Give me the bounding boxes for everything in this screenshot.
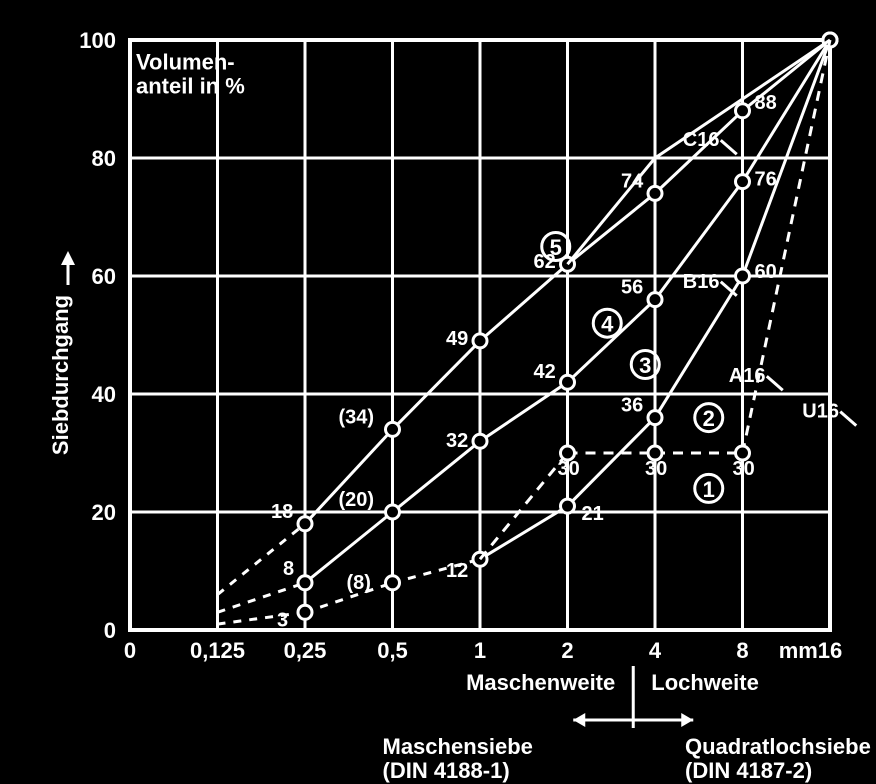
point-label: 76	[755, 169, 777, 191]
svg-text:1: 1	[703, 477, 715, 502]
point-label: 42	[534, 361, 556, 383]
point-label: 30	[733, 458, 755, 480]
data-point	[386, 576, 400, 590]
data-point	[386, 422, 400, 436]
point-label: 49	[446, 328, 468, 350]
bottom-note-right-1: Quadratlochsiebe	[685, 734, 871, 759]
point-label: 18	[271, 501, 293, 523]
y-tick-label: 80	[92, 146, 116, 171]
svg-text:3: 3	[639, 353, 651, 378]
point-label: 30	[645, 458, 667, 480]
x-tick-label: 8	[736, 638, 748, 663]
y-label-line2: anteil in %	[136, 74, 245, 99]
point-label: (34)	[339, 406, 375, 428]
x-unit-label: mm	[779, 638, 818, 663]
data-point	[561, 499, 575, 513]
point-label: 21	[582, 503, 604, 525]
point-label: 36	[621, 395, 643, 417]
series-label-B16: B16	[683, 271, 720, 293]
x-tick-label: 0	[124, 638, 136, 663]
x-tick-label: 1	[474, 638, 486, 663]
data-point	[736, 175, 750, 189]
y-label-line1: Volumen-	[136, 50, 235, 75]
point-label: 8	[283, 558, 294, 580]
data-point	[473, 434, 487, 448]
point-label: 60	[755, 261, 777, 283]
point-label: 12	[446, 560, 468, 582]
x-tick-label: 4	[649, 638, 662, 663]
y-rotated-label: Siebdurchgang	[48, 295, 73, 455]
data-point	[736, 269, 750, 283]
data-point	[386, 505, 400, 519]
point-label: 30	[558, 458, 580, 480]
y-tick-label: 20	[92, 500, 116, 525]
data-point	[298, 517, 312, 531]
point-label: 3	[277, 609, 288, 631]
x-tick-label: 0,5	[377, 638, 408, 663]
series-label-U16: U16	[802, 401, 839, 423]
bottom-note-left-1: Maschensiebe	[383, 734, 533, 759]
x-tick-label: 2	[561, 638, 573, 663]
data-point	[298, 605, 312, 619]
data-point	[473, 334, 487, 348]
point-label: 32	[446, 430, 468, 452]
bottom-note-left-2: (DIN 4188-1)	[383, 758, 510, 783]
y-tick-label: 60	[92, 264, 116, 289]
y-tick-label: 100	[79, 28, 116, 53]
data-point	[648, 293, 662, 307]
x-tick-label: 0,25	[284, 638, 327, 663]
bottom-note-right-2: (DIN 4187-2)	[685, 758, 812, 783]
x-tick-label: 16	[818, 638, 842, 663]
svg-text:4: 4	[601, 312, 614, 337]
x-label-right: Lochweite	[651, 670, 759, 695]
y-tick-label: 40	[92, 382, 116, 407]
data-point	[736, 104, 750, 118]
sieve-curve-chart: 02040608010000,1250,250,5124816mmVolumen…	[0, 0, 876, 784]
y-tick-label: 0	[104, 618, 116, 643]
data-point	[298, 576, 312, 590]
point-label: 88	[755, 92, 777, 114]
x-label-left: Maschenweite	[466, 670, 615, 695]
svg-text:2: 2	[703, 406, 715, 431]
series-label-C16: C16	[683, 129, 720, 151]
point-label: (8)	[347, 572, 371, 594]
svg-text:5: 5	[550, 235, 562, 260]
point-label: 56	[621, 277, 643, 299]
data-point	[648, 411, 662, 425]
x-tick-label: 0,125	[190, 638, 245, 663]
point-label: (20)	[339, 489, 375, 511]
data-point	[648, 186, 662, 200]
data-point	[561, 375, 575, 389]
